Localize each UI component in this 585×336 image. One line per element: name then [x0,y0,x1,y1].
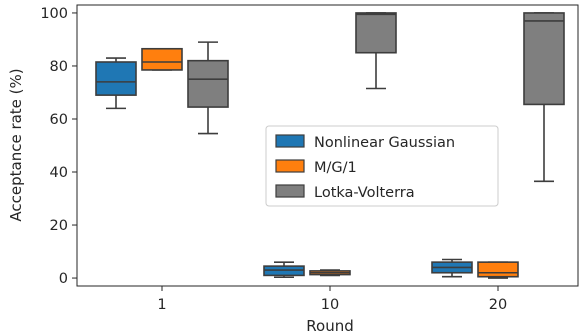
box-lotka-volterra-round-1 [188,42,228,133]
legend-swatch [276,135,304,147]
box-nonlinear-gaussian-round-1 [96,58,136,108]
box-m-g-1-round-20 [478,262,518,278]
y-axis-label: Acceptance rate (%) [7,68,25,221]
y-tick-label: 80 [50,59,68,75]
box-body [478,262,518,277]
legend-entry-label: Nonlinear Gaussian [314,135,455,151]
y-tick-label: 20 [50,218,68,234]
y-tick-label: 100 [40,6,68,22]
y-tick-label: 60 [50,112,68,128]
legend-swatch [276,160,304,172]
box-lotka-volterra-round-10 [356,13,396,89]
box-m-g-1-round-10 [310,270,350,275]
box-body [96,62,136,95]
y-tick-label: 40 [50,165,68,181]
x-tick-label: 1 [157,297,166,313]
box-body [524,13,564,104]
legend: Nonlinear Gaussian M/G/1 Lotka-Volterra [266,126,498,206]
x-tick-label: 10 [321,297,339,313]
x-axis-label: Round [306,317,353,335]
box-nonlinear-gaussian-round-20 [432,259,472,276]
box-nonlinear-gaussian-round-10 [264,262,304,277]
legend-entry-label: Lotka-Volterra [314,185,415,201]
box-body [142,49,182,70]
legend-swatch [276,185,304,197]
box-body [356,13,396,53]
box-m-g-1-round-1 [142,49,182,70]
x-tick-label: 20 [489,297,507,313]
box-lotka-volterra-round-20 [524,13,564,181]
y-tick-label: 0 [59,271,68,287]
legend-entry-label: M/G/1 [314,160,357,176]
box-body [188,61,228,107]
